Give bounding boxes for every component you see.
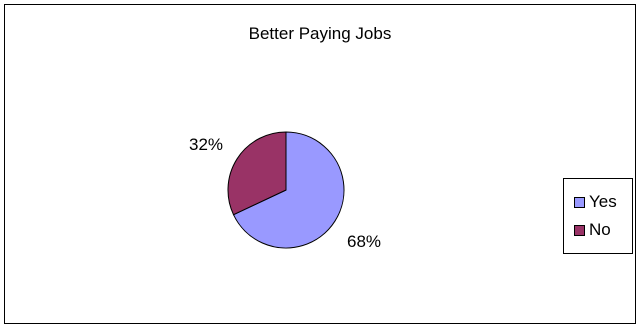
legend: Yes No [563, 178, 633, 254]
legend-swatch-no [574, 224, 585, 236]
slice-no [227, 131, 287, 216]
legend-label-no: No [589, 220, 611, 239]
legend-swatch-yes [574, 196, 585, 208]
legend-label-yes: Yes [589, 192, 617, 211]
slice-yes [232, 131, 345, 249]
legend-item-no: No [574, 220, 611, 240]
data-label-no: 32% [189, 135, 223, 154]
data-label-yes: 68% [347, 232, 381, 251]
legend-item-yes: Yes [574, 192, 617, 212]
chart-title: Better Paying Jobs [248, 24, 392, 43]
